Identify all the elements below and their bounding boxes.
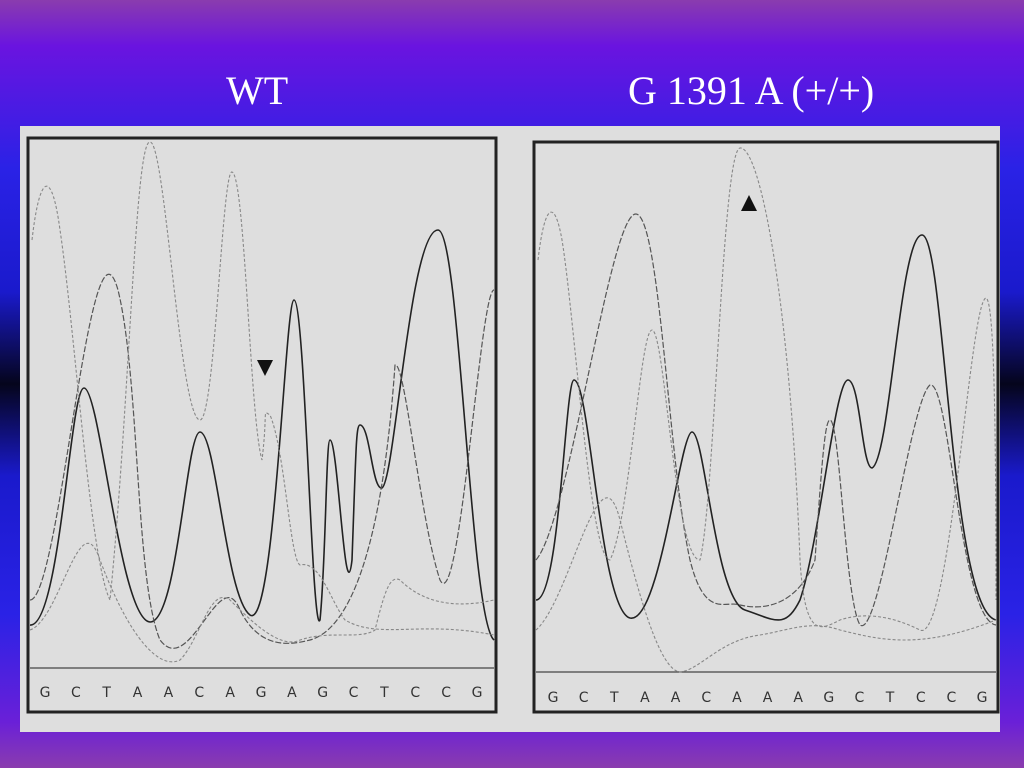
base-label: T (885, 690, 895, 706)
panel-frame (532, 140, 1000, 714)
base-label: A (225, 685, 235, 701)
base-label: A (671, 690, 681, 706)
mutation-marker (741, 195, 757, 211)
trace (535, 213, 997, 626)
panel-frame (26, 136, 498, 714)
base-label: A (763, 690, 773, 706)
image-background (20, 126, 1000, 732)
base-label: C (701, 690, 711, 706)
mutation-marker (257, 360, 273, 376)
base-label: A (793, 690, 803, 706)
trace (29, 542, 495, 663)
panel-title: WT (226, 68, 289, 113)
base-label: G (40, 685, 51, 701)
trace (535, 234, 997, 621)
base-label: G (256, 685, 267, 701)
base-label: G (317, 685, 328, 701)
base-label: A (287, 685, 297, 701)
base-label: A (164, 685, 174, 701)
base-label: C (916, 690, 926, 706)
base-label: T (609, 690, 619, 706)
panel-title: G 1391 A (+/+) (628, 68, 875, 113)
base-label: C (349, 685, 359, 701)
base-label: C (410, 685, 420, 701)
base-label: G (823, 690, 834, 706)
trace (29, 274, 495, 649)
base-label: G (472, 685, 483, 701)
trace (537, 147, 997, 631)
base-label: A (640, 690, 650, 706)
base-label: G (977, 690, 988, 706)
base-label: C (855, 690, 865, 706)
base-label: G (548, 690, 559, 706)
trace (31, 141, 495, 636)
base-label: C (946, 690, 956, 706)
base-label: C (194, 685, 204, 701)
base-label: A (133, 685, 143, 701)
base-label: C (579, 690, 589, 706)
base-label: C (71, 685, 81, 701)
base-label: C (441, 685, 451, 701)
trace (535, 497, 997, 673)
base-label: A (732, 690, 742, 706)
base-label: T (101, 685, 111, 701)
base-label: T (379, 685, 389, 701)
